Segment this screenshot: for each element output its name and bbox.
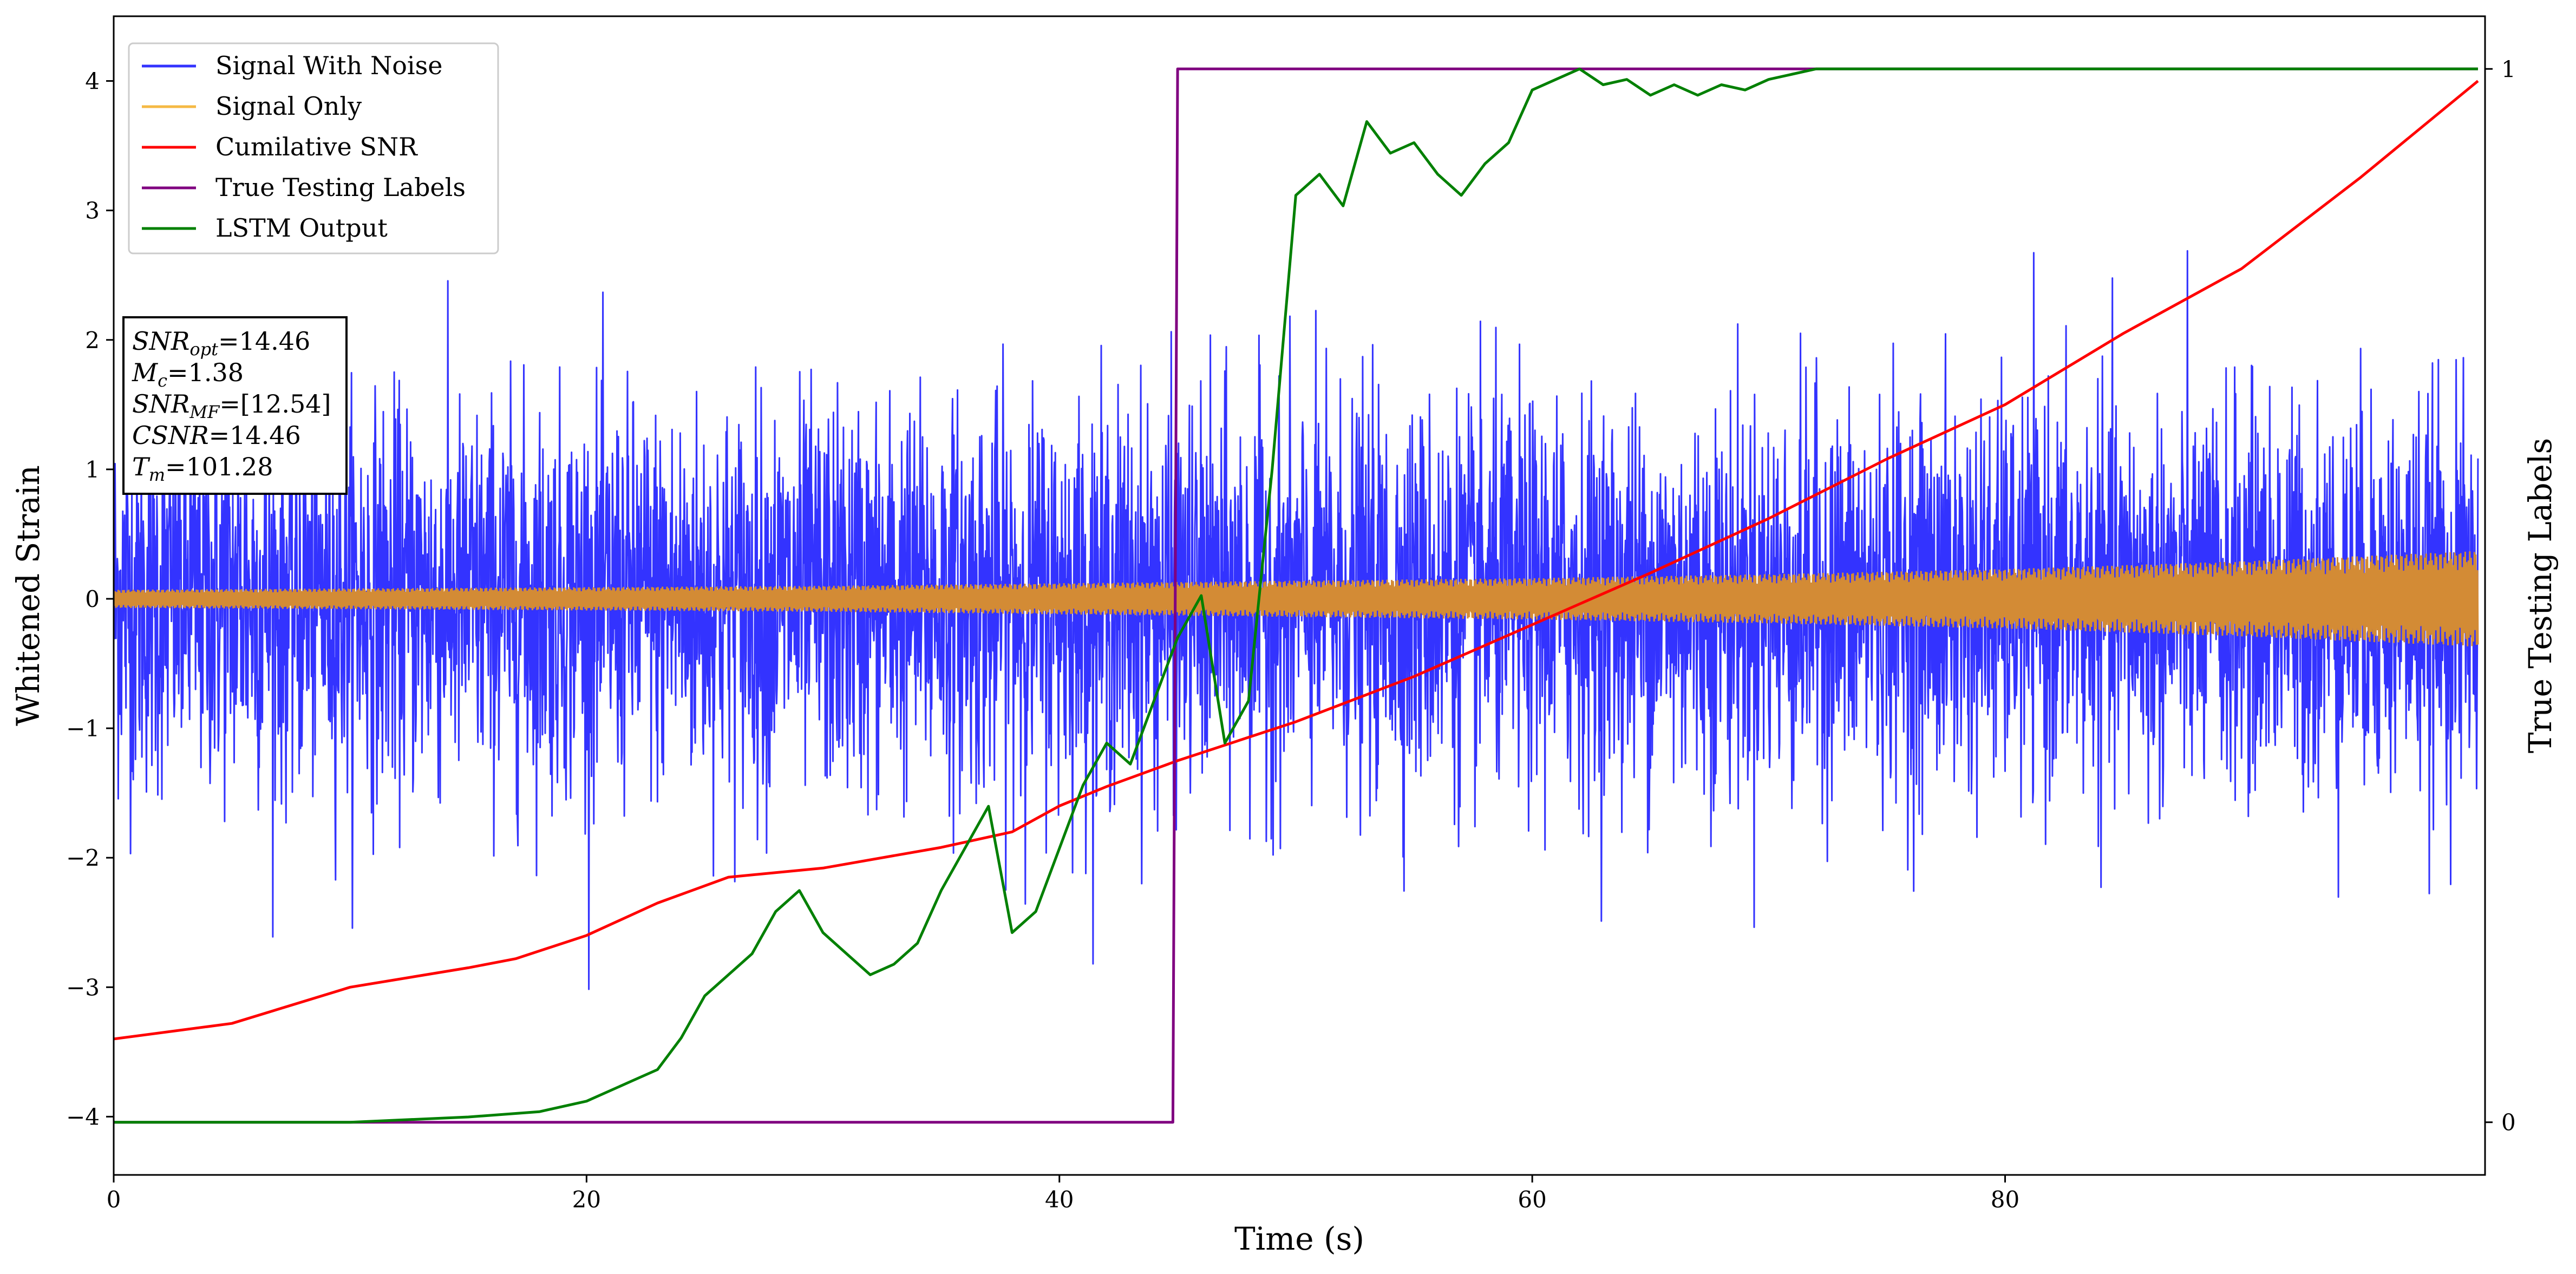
legend: Signal With Noise Signal Only Cumilative… bbox=[128, 42, 499, 254]
y-tick-label: 0 bbox=[85, 586, 100, 612]
legend-label-signal-only: Signal Only bbox=[215, 92, 362, 121]
y-tick-label: −1 bbox=[66, 715, 100, 742]
plot-frame bbox=[113, 15, 2486, 1176]
info-snr-mf: SNRMF=[12.54] bbox=[132, 389, 331, 422]
series-layer bbox=[114, 67, 2479, 1124]
legend-label-lstm-output: LSTM Output bbox=[215, 213, 388, 243]
series-lstm-output bbox=[114, 67, 2478, 1124]
x-tick-label: 0 bbox=[107, 1186, 121, 1213]
info-box: SNRopt=14.46 Mc=1.38 SNRMF=[12.54] CSNR=… bbox=[122, 316, 348, 495]
y-tick-label: 3 bbox=[85, 198, 100, 224]
y-tick-label: −4 bbox=[66, 1103, 100, 1130]
y-tick-label: 2 bbox=[85, 327, 100, 354]
legend-label-cumilative-snr: Cumilative SNR bbox=[215, 132, 418, 161]
y-axis-label: Whitened Strain bbox=[10, 465, 47, 726]
info-csnr: CSNR=14.46 bbox=[132, 421, 301, 450]
info-tm: Tm=101.28 bbox=[132, 452, 273, 485]
info-box-frame bbox=[122, 316, 348, 495]
info-mc: Mc=1.38 bbox=[132, 358, 244, 391]
info-snr-opt: SNRopt=14.46 bbox=[132, 326, 310, 360]
x-tick-label: 20 bbox=[572, 1186, 601, 1213]
y2-axis-label: True Testing Labels bbox=[2522, 438, 2559, 753]
x-tick-label: 40 bbox=[1045, 1186, 1074, 1213]
legend-label-true-testing-labels: True Testing Labels bbox=[215, 173, 466, 202]
y-tick-label: −2 bbox=[66, 845, 100, 871]
legend-label-signal-with-noise: Signal With Noise bbox=[215, 51, 442, 80]
y-tick-label: 1 bbox=[85, 456, 100, 483]
y2-tick-label: 0 bbox=[2501, 1109, 2516, 1136]
x-axis-label: Time (s) bbox=[1234, 1220, 1364, 1257]
series-signal-only bbox=[114, 551, 2479, 646]
x-tick-label: 80 bbox=[1991, 1186, 2019, 1213]
y-tick-label: −3 bbox=[66, 974, 100, 1001]
y-tick-label: 4 bbox=[85, 68, 100, 95]
series-cumilative-snr bbox=[114, 80, 2479, 1041]
x-tick-label: 60 bbox=[1518, 1186, 1546, 1213]
legend-box bbox=[128, 42, 499, 254]
y2-tick-label: 1 bbox=[2501, 56, 2516, 82]
